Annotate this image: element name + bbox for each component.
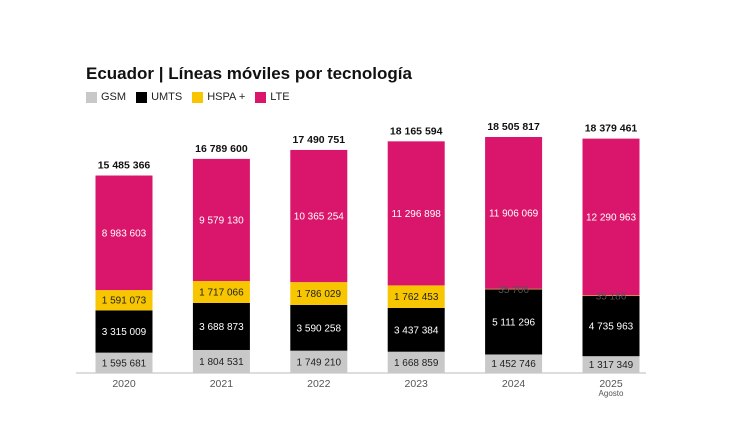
label-hspa-2025: 35 186 bbox=[596, 291, 627, 302]
legend-label-umts: UMTS bbox=[151, 91, 183, 103]
legend-item-lte[interactable]: LTE bbox=[255, 91, 290, 103]
bar-hspa-2021 bbox=[192, 281, 250, 303]
label-gsm-2025: 1 317 349 bbox=[589, 360, 634, 371]
bar-gsm-2025 bbox=[582, 356, 640, 373]
bar-gsm-2024 bbox=[485, 354, 543, 373]
label-hspa-2020: 1 591 073 bbox=[102, 296, 147, 307]
legend-item-gsm[interactable]: GSM bbox=[86, 91, 126, 103]
label-gsm-2020: 1 595 681 bbox=[102, 358, 147, 369]
x-tick-2025: 2025 bbox=[599, 378, 623, 390]
total-label-2025: 18 379 461 bbox=[585, 123, 638, 135]
label-lte-2022: 10 365 254 bbox=[294, 212, 344, 223]
label-hspa-2023: 1 762 453 bbox=[394, 292, 439, 303]
label-lte-2021: 9 579 130 bbox=[199, 215, 244, 226]
x-tick-2021: 2021 bbox=[210, 378, 234, 390]
x-tick-2023: 2023 bbox=[405, 378, 429, 390]
bars-group bbox=[95, 137, 640, 373]
label-gsm-2022: 1 749 210 bbox=[297, 357, 342, 368]
bar-lte-2021 bbox=[192, 158, 250, 282]
legend-swatch-umts bbox=[136, 91, 148, 103]
x-tick-2024: 2024 bbox=[502, 378, 526, 390]
label-umts-2021: 3 688 873 bbox=[199, 322, 244, 333]
legend-item-umts[interactable]: UMTS bbox=[136, 91, 182, 103]
bar-gsm-2020 bbox=[95, 352, 153, 373]
total-label-2020: 15 485 366 bbox=[98, 160, 151, 172]
bar-lte-2023 bbox=[387, 141, 445, 286]
total-label-2021: 16 789 600 bbox=[195, 143, 248, 155]
bar-gsm-2023 bbox=[387, 351, 445, 373]
label-hspa-2021: 1 717 066 bbox=[199, 287, 244, 298]
x-tick-sublabel-2025: Agosto bbox=[599, 389, 624, 398]
label-hspa-2024: 35 706 bbox=[498, 285, 529, 296]
label-umts-2023: 3 437 384 bbox=[394, 325, 439, 336]
bar-umts-2021 bbox=[192, 302, 250, 350]
bar-gsm-2021 bbox=[192, 349, 250, 373]
x-tick-2020: 2020 bbox=[112, 378, 136, 390]
labels-group: 1 595 681 3 315 009 1 591 073 8 983 603 15 4… bbox=[98, 121, 638, 398]
total-label-2022: 17 490 751 bbox=[293, 134, 346, 146]
label-lte-2023: 11 296 898 bbox=[392, 209, 442, 220]
label-umts-2025: 4 735 963 bbox=[589, 322, 634, 333]
bar-lte-2020 bbox=[95, 175, 153, 291]
x-tick-2022: 2022 bbox=[307, 378, 331, 390]
label-umts-2022: 3 590 258 bbox=[297, 323, 342, 334]
label-hspa-2022: 1 786 029 bbox=[297, 289, 342, 300]
bar-hspa-2020 bbox=[95, 290, 153, 311]
label-umts-2020: 3 315 009 bbox=[102, 327, 147, 338]
bar-hspa-2023 bbox=[387, 285, 445, 308]
bar-umts-2025 bbox=[582, 295, 640, 357]
label-gsm-2024: 1 452 746 bbox=[491, 359, 536, 370]
total-label-2023: 18 165 594 bbox=[390, 125, 443, 137]
label-gsm-2021: 1 804 531 bbox=[199, 357, 244, 368]
legend-swatch-lte bbox=[255, 91, 267, 103]
label-gsm-2023: 1 668 859 bbox=[394, 358, 439, 369]
bar-umts-2023 bbox=[387, 307, 445, 352]
label-umts-2024: 5 111 296 bbox=[492, 317, 535, 328]
total-label-2024: 18 505 817 bbox=[487, 121, 540, 133]
bar-hspa-2022 bbox=[290, 282, 348, 305]
bar-gsm-2022 bbox=[290, 350, 348, 373]
legend-item-hspa[interactable]: HSPA + bbox=[192, 91, 245, 103]
label-lte-2024: 11 906 069 bbox=[489, 208, 539, 219]
label-lte-2025: 12 290 963 bbox=[586, 212, 636, 223]
bar-umts-2022 bbox=[290, 304, 348, 351]
bar-umts-2020 bbox=[95, 310, 153, 353]
bar-lte-2024 bbox=[485, 137, 543, 289]
bar-hspa-2024 bbox=[485, 288, 543, 290]
legend-label-gsm: GSM bbox=[101, 91, 127, 103]
legend-label-lte: LTE bbox=[270, 91, 290, 103]
bar-lte-2025 bbox=[582, 138, 640, 296]
legend-swatch-hspa bbox=[192, 91, 204, 103]
legend: GSM UMTS HSPA + LTE bbox=[86, 91, 290, 103]
label-lte-2020: 8 983 603 bbox=[102, 228, 147, 239]
bar-hspa-2025 bbox=[582, 295, 640, 296]
bar-umts-2024 bbox=[485, 289, 543, 355]
bar-lte-2022 bbox=[290, 149, 348, 283]
chart-title: Ecuador | Líneas móviles por tecnología bbox=[86, 64, 412, 83]
legend-swatch-gsm bbox=[86, 91, 97, 103]
legend-label-hspa: HSPA + bbox=[207, 91, 246, 103]
